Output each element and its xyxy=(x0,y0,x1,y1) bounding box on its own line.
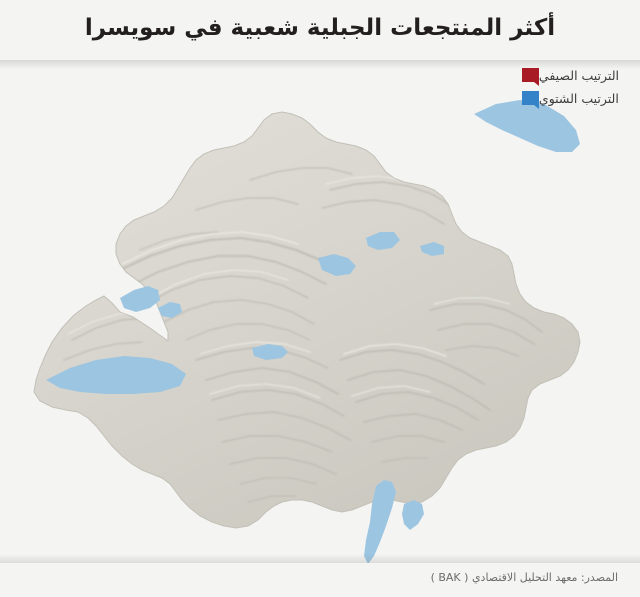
lake-walen xyxy=(420,242,444,256)
resort-marker-layer: 1 لوتسيرن 9 فيغيس 4 أنترلاكن 12 منطقة يو… xyxy=(0,60,640,564)
lake-lugano xyxy=(402,500,424,530)
lake-constance xyxy=(474,100,580,152)
swatch-tail-icon xyxy=(533,105,539,109)
map-canvas xyxy=(0,60,640,564)
legend-label-winter: الترتيب الشتوي xyxy=(538,91,619,106)
lake-maggiore xyxy=(364,480,396,564)
footer-divider xyxy=(0,554,640,563)
lake-geneva xyxy=(46,356,186,394)
lake-zurich xyxy=(366,232,400,250)
lake-biel xyxy=(158,302,182,318)
legend-swatch-summer-icon xyxy=(521,68,539,86)
source-credit: المصدر: معهد التحليل الاقتصادي ( BAK ) xyxy=(430,571,618,584)
switzerland-map-svg xyxy=(33,100,581,564)
swatch-tail-icon xyxy=(533,82,539,86)
lake-thun-brienz xyxy=(252,344,288,360)
lake-neuchatel xyxy=(120,286,160,312)
footer-bar: المصدر: معهد التحليل الاقتصادي ( BAK ) xyxy=(0,563,640,597)
legend-swatch-winter-icon xyxy=(521,91,539,109)
map-relief-highlights xyxy=(67,175,511,399)
swatch-body xyxy=(521,68,539,82)
legend-item-summer[interactable]: الترتيب الصيفي xyxy=(521,68,626,88)
map-lakes xyxy=(46,100,580,564)
page-title: أكثر المنتجعات الجبلية شعبية في سويسرا xyxy=(84,15,556,41)
lake-lucerne xyxy=(318,254,356,276)
legend: الترتيب الصيفي الترتيب الشتوي xyxy=(521,68,626,114)
legend-label-summer: الترتيب الصيفي xyxy=(538,68,619,83)
header-divider xyxy=(0,60,640,69)
legend-item-winter[interactable]: الترتيب الشتوي xyxy=(521,91,626,111)
swatch-body xyxy=(521,91,539,105)
header-bar: أكثر المنتجعات الجبلية شعبية في سويسرا xyxy=(0,0,640,60)
